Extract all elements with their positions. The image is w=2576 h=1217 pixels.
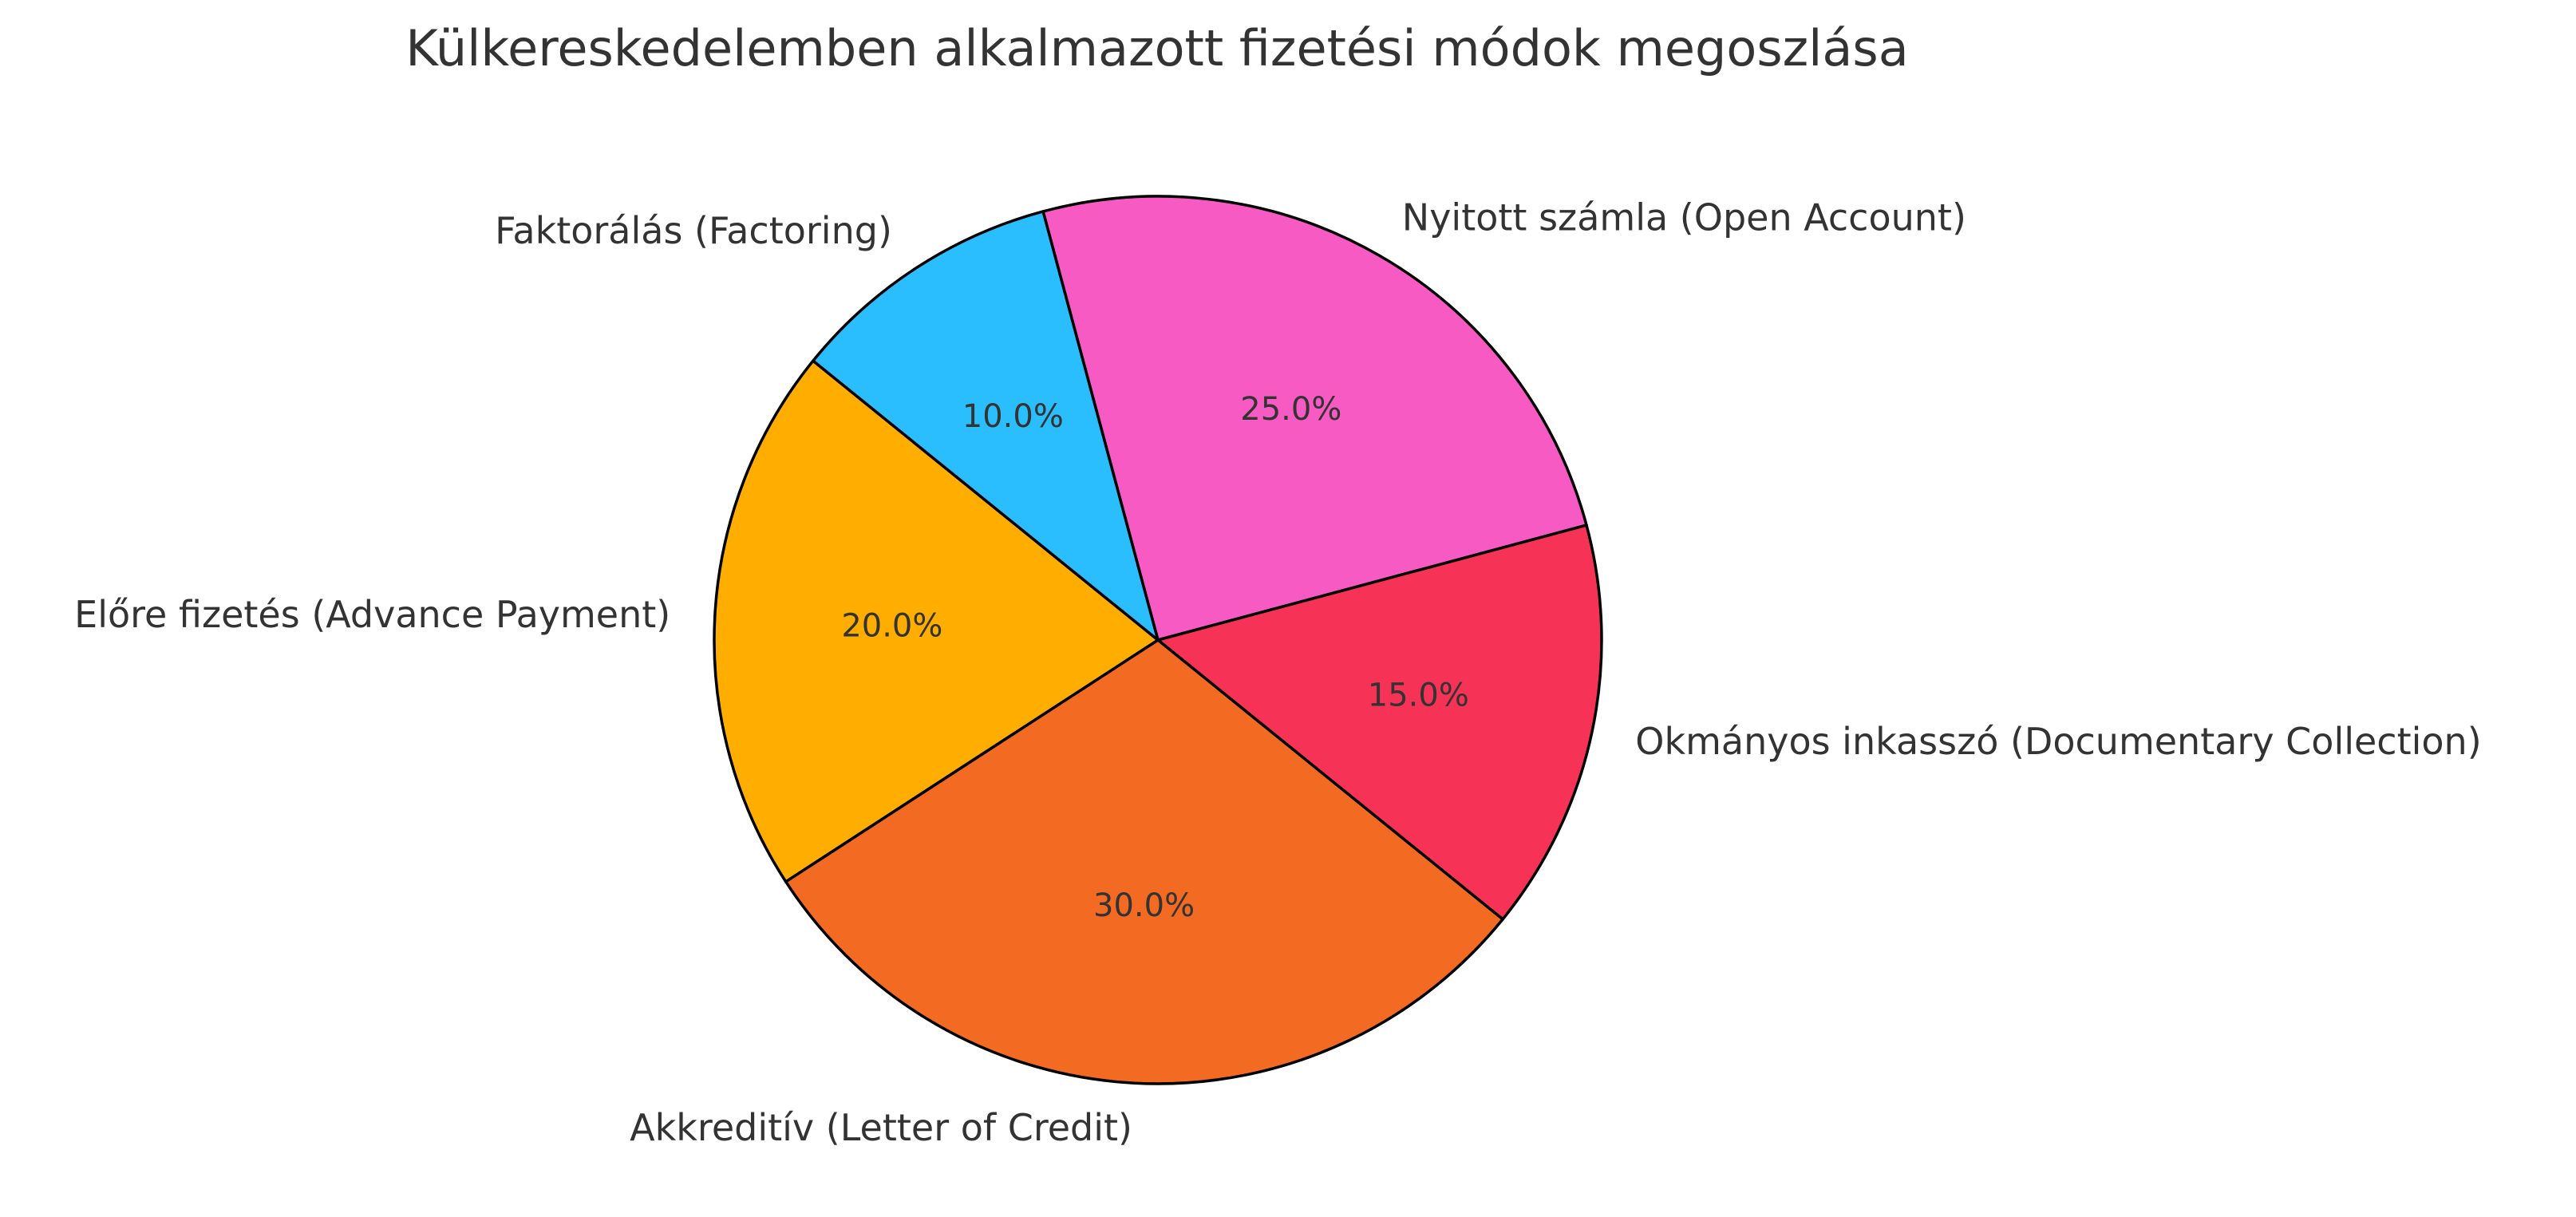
pie-slices xyxy=(713,195,1603,1085)
pie-slice-4 xyxy=(812,210,1160,642)
pie-slice-label: Faktorálás (Factoring) xyxy=(495,209,892,252)
pie-slice-label: Akkreditív (Letter of Credit) xyxy=(630,1106,1132,1149)
pie-slice-label: Nyitott számla (Open Account) xyxy=(1402,196,1966,239)
pie-slice-0 xyxy=(1041,195,1588,642)
pie-slice-pct-label: 20.0% xyxy=(841,608,942,645)
pie-slice-pct-label: 10.0% xyxy=(962,398,1064,435)
pie-slice-label: Előre fizetés (Advance Payment) xyxy=(74,593,670,636)
pie-slice-1 xyxy=(1156,524,1603,921)
pie-labels: 25.0% Nyitott számla (Open Account) 15.0% O… xyxy=(74,196,2482,1148)
chart-title: Külkereskedelemben alkalmazott fizetési … xyxy=(405,19,1908,77)
pie-slice-2 xyxy=(784,638,1504,1085)
pie-slice-pct-label: 30.0% xyxy=(1093,887,1195,924)
pie-slice-label: Okmányos inkasszó (Documentary Collectio… xyxy=(1635,720,2481,763)
pie-slice-3 xyxy=(713,359,1160,883)
pie-slice-pct-label: 25.0% xyxy=(1240,391,1341,428)
pie-slice-pct-label: 15.0% xyxy=(1368,677,1469,713)
